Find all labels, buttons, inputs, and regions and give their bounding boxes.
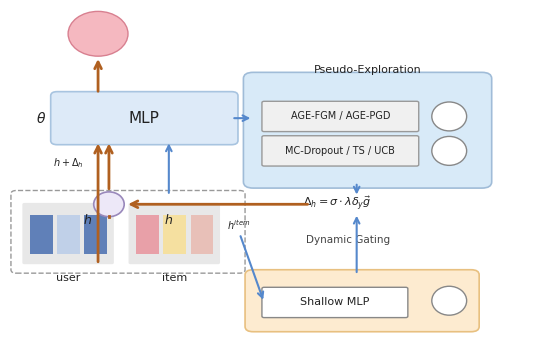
Text: $\Delta_h = \sigma \cdot \lambda\delta_y\vec{g}$: $\Delta_h = \sigma \cdot \lambda\delta_y…	[304, 195, 372, 214]
Text: $\oplus$: $\oplus$	[103, 197, 114, 210]
FancyBboxPatch shape	[262, 287, 408, 317]
Text: $h$: $h$	[82, 213, 92, 227]
Text: $h$: $h$	[164, 213, 173, 227]
Bar	[163, 215, 186, 254]
FancyBboxPatch shape	[262, 101, 419, 132]
Ellipse shape	[68, 12, 128, 56]
FancyBboxPatch shape	[23, 203, 114, 264]
Text: $\sigma$: $\sigma$	[444, 296, 454, 306]
Text: user: user	[56, 273, 80, 283]
Text: $\delta_y$: $\delta_y$	[443, 144, 455, 158]
Bar	[85, 215, 107, 254]
Bar	[57, 215, 80, 254]
Text: Dynamic Gating: Dynamic Gating	[306, 236, 390, 245]
Ellipse shape	[94, 192, 124, 217]
Bar	[30, 215, 53, 254]
Ellipse shape	[432, 102, 466, 131]
Text: $h + \Delta_h$: $h + \Delta_h$	[53, 156, 84, 170]
Text: $\vec{g}$: $\vec{g}$	[445, 108, 454, 124]
Text: $\hat{y}_e$: $\hat{y}_e$	[91, 24, 106, 43]
FancyBboxPatch shape	[51, 92, 238, 145]
Text: $\theta$: $\theta$	[36, 111, 46, 126]
Text: Pseudo-Exploration: Pseudo-Exploration	[314, 65, 421, 75]
Text: $h^{item}$: $h^{item}$	[227, 218, 250, 232]
Text: Shallow MLP: Shallow MLP	[300, 298, 370, 307]
FancyBboxPatch shape	[262, 136, 419, 166]
Text: MLP: MLP	[129, 111, 160, 126]
Bar	[191, 215, 213, 254]
Ellipse shape	[432, 136, 466, 165]
FancyBboxPatch shape	[244, 72, 492, 188]
FancyBboxPatch shape	[245, 270, 479, 332]
Ellipse shape	[432, 286, 466, 315]
Text: AGE-FGM / AGE-PGD: AGE-FGM / AGE-PGD	[290, 111, 390, 121]
FancyBboxPatch shape	[129, 203, 220, 264]
Text: MC-Dropout / TS / UCB: MC-Dropout / TS / UCB	[285, 146, 395, 156]
Bar	[136, 215, 159, 254]
Text: item: item	[162, 273, 187, 283]
